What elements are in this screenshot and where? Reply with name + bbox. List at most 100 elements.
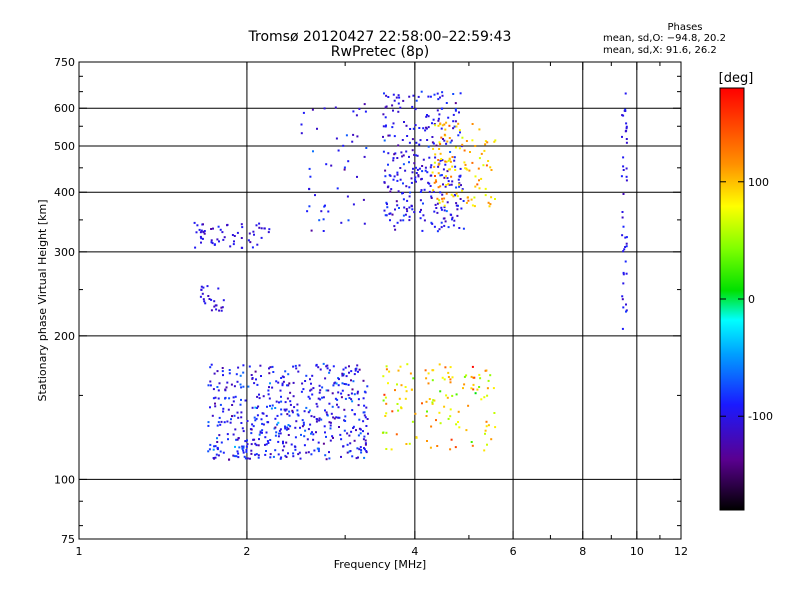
- data-point: [454, 446, 457, 449]
- data-point: [466, 196, 469, 199]
- data-point: [333, 417, 336, 420]
- data-point: [462, 200, 465, 202]
- data-point: [471, 204, 474, 207]
- data-point: [275, 380, 278, 383]
- data-point: [353, 413, 356, 416]
- data-point: [387, 163, 389, 166]
- data-point: [319, 398, 322, 401]
- data-point: [363, 390, 366, 393]
- data-point: [232, 454, 235, 457]
- data-point: [341, 389, 344, 392]
- data-point: [318, 417, 321, 420]
- data-point: [408, 195, 411, 198]
- data-point: [216, 441, 219, 443]
- data-point: [448, 124, 451, 127]
- data-point: [430, 425, 433, 428]
- data-point: [390, 188, 393, 191]
- data-point: [332, 436, 334, 439]
- data-point: [452, 113, 455, 116]
- data-point: [200, 237, 203, 240]
- data-point: [259, 431, 262, 434]
- data-point: [424, 166, 427, 169]
- data-point: [446, 201, 449, 204]
- data-point: [443, 206, 446, 209]
- data-point: [441, 159, 444, 162]
- data-point: [305, 406, 308, 409]
- data-point: [447, 417, 450, 420]
- data-point: [218, 416, 221, 419]
- data-point: [219, 450, 222, 453]
- data-point: [331, 405, 334, 408]
- data-point: [384, 106, 387, 109]
- data-point: [335, 416, 338, 419]
- data-point: [363, 435, 366, 438]
- data-point: [415, 172, 418, 174]
- data-point: [296, 413, 299, 416]
- data-point: [217, 397, 220, 400]
- data-point: [312, 387, 315, 390]
- data-point: [384, 175, 387, 178]
- data-point: [396, 204, 399, 207]
- data-point: [435, 419, 437, 422]
- data-point: [451, 216, 454, 219]
- data-point: [402, 99, 405, 102]
- data-point: [463, 149, 466, 152]
- data-point: [459, 167, 462, 170]
- data-point: [385, 412, 388, 415]
- data-point: [282, 440, 284, 443]
- data-point: [621, 298, 624, 301]
- data-point: [202, 286, 205, 289]
- data-point: [287, 434, 290, 436]
- data-point: [470, 198, 473, 201]
- data-point: [337, 391, 340, 394]
- data-point: [220, 441, 223, 444]
- data-point: [246, 439, 248, 442]
- data-point: [454, 165, 457, 168]
- data-point: [294, 448, 297, 451]
- data-point: [432, 189, 435, 192]
- data-point: [352, 110, 355, 113]
- data-point: [340, 392, 343, 395]
- data-point: [348, 371, 350, 374]
- data-point: [323, 425, 326, 428]
- data-point: [621, 135, 623, 138]
- data-point: [396, 383, 398, 386]
- data-point: [404, 397, 407, 400]
- data-point: [439, 390, 442, 393]
- data-point: [404, 213, 407, 216]
- data-point: [208, 298, 211, 300]
- data-point: [454, 102, 457, 105]
- data-point: [441, 94, 444, 97]
- data-point: [357, 404, 360, 407]
- data-point: [431, 122, 433, 125]
- data-point: [440, 208, 443, 211]
- data-point: [412, 127, 415, 130]
- data-point: [625, 141, 628, 144]
- data-point: [414, 108, 417, 111]
- data-point: [328, 421, 331, 424]
- data-point: [431, 402, 434, 405]
- data-point: [216, 424, 219, 427]
- data-point: [256, 383, 259, 386]
- data-point: [256, 407, 258, 409]
- data-point: [487, 424, 490, 427]
- data-point: [420, 208, 422, 211]
- data-point: [440, 136, 443, 139]
- data-point: [445, 192, 448, 195]
- data-point: [458, 182, 461, 185]
- data-point: [478, 157, 481, 160]
- data-point: [365, 406, 368, 409]
- data-point: [410, 177, 413, 180]
- data-point: [259, 364, 262, 367]
- data-point: [441, 197, 444, 200]
- data-point: [414, 166, 417, 169]
- data-point: [399, 167, 402, 169]
- data-point: [245, 448, 248, 451]
- data-point: [282, 380, 285, 383]
- y-tick-label: 200: [54, 330, 75, 343]
- data-point: [268, 386, 270, 389]
- data-point: [279, 389, 282, 392]
- data-point: [292, 381, 295, 384]
- data-point: [265, 443, 268, 446]
- data-point: [210, 309, 213, 312]
